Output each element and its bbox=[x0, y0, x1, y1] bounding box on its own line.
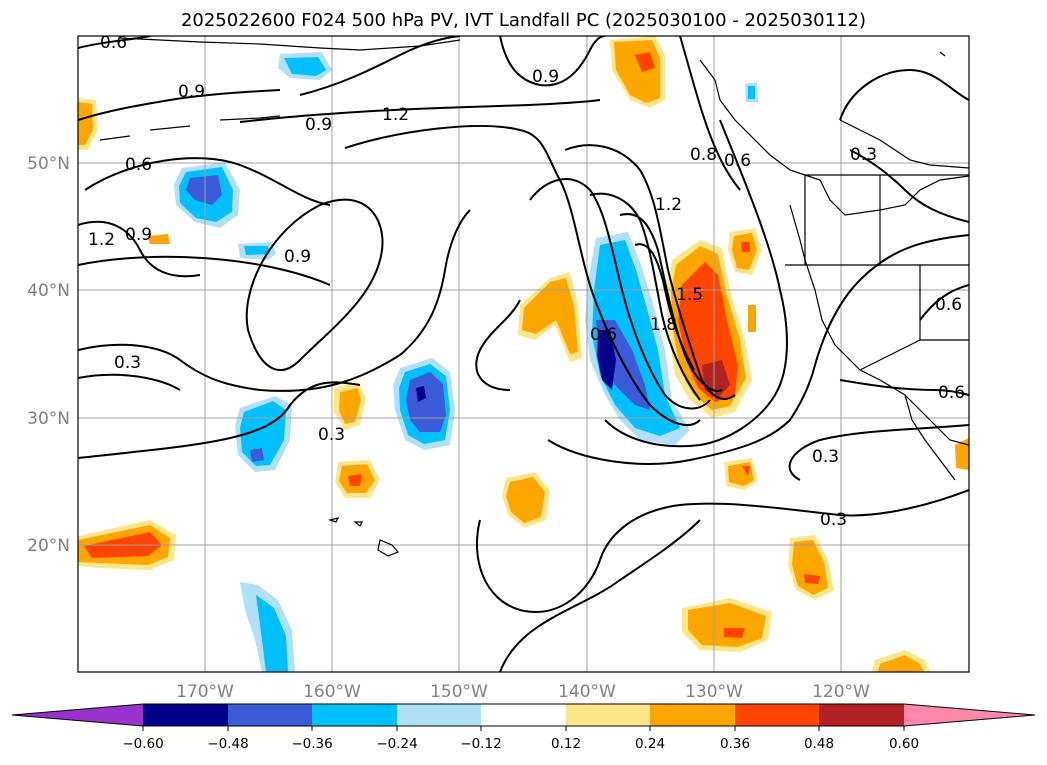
lon-label-160w: 160°W bbox=[303, 682, 361, 702]
lat-label-50n: 50°N bbox=[27, 154, 70, 174]
lat-label-40n: 40°N bbox=[27, 281, 70, 301]
negative-anomaly-patch bbox=[406, 372, 446, 432]
positive-anomaly-patch bbox=[339, 388, 361, 424]
colorbar-tick-label: 0.12 bbox=[551, 736, 581, 752]
positive-anomaly-patch bbox=[792, 540, 828, 595]
contour-labels: 0.6 0.9 0.9 1.2 0.9 0.6 0.9 1.2 0.9 0.3 … bbox=[88, 33, 965, 530]
contour-label: 0.6 bbox=[590, 325, 617, 345]
positive-anomaly-patch bbox=[804, 574, 820, 584]
lat-label-20n: 20°N bbox=[27, 536, 70, 556]
lon-label-140w: 140°W bbox=[558, 682, 616, 702]
positive-anomaly-patch bbox=[742, 466, 750, 476]
ivt-contours bbox=[78, 36, 969, 672]
colorbar-extend-left bbox=[12, 704, 143, 726]
positive-anomaly-patch bbox=[148, 234, 170, 244]
contour-label: 1.8 bbox=[650, 315, 677, 335]
contour-label: 1.2 bbox=[382, 105, 409, 125]
negative-anomaly-patch bbox=[256, 595, 288, 672]
map-gridlines bbox=[78, 36, 969, 672]
negative-anomaly-patch bbox=[597, 330, 616, 390]
positive-anomaly-patch bbox=[78, 102, 93, 145]
map-area: 0.6 0.9 0.9 1.2 0.9 0.6 0.9 1.2 0.9 0.3 … bbox=[78, 33, 969, 672]
colorbar-tick-label: −0.48 bbox=[207, 736, 248, 752]
contour-label: 0.6 bbox=[935, 295, 962, 315]
positive-anomaly-patch bbox=[348, 474, 362, 486]
negative-anomaly-patch bbox=[250, 448, 264, 462]
colorbar-tick-label: 0.36 bbox=[720, 736, 750, 752]
negative-anomaly-patch bbox=[284, 57, 326, 76]
lat-label-30n: 30°N bbox=[27, 409, 70, 429]
colorbar-tick-label: −0.24 bbox=[376, 736, 417, 752]
colorbar: −0.60 −0.48 −0.36 −0.24 −0.12 0.12 0.24 … bbox=[11, 703, 1036, 752]
positive-anomaly-patch bbox=[741, 242, 750, 252]
colorbar-tick-label: 0.48 bbox=[804, 736, 834, 752]
contour-label: 1.2 bbox=[655, 195, 682, 215]
colorbar-cell bbox=[312, 704, 397, 726]
contour-label: 0.9 bbox=[305, 115, 332, 135]
lon-label-150w: 150°W bbox=[430, 682, 488, 702]
lon-label-120w: 120°W bbox=[812, 682, 870, 702]
longitude-labels: 170°W 160°W 150°W 140°W 130°W 120°W bbox=[176, 682, 870, 702]
positive-anomaly-patch bbox=[506, 477, 545, 523]
contour-label: 0.6 bbox=[724, 151, 751, 171]
colorbar-cell bbox=[143, 704, 228, 726]
map-frame bbox=[77, 35, 970, 673]
contour-label: 0.3 bbox=[318, 425, 345, 445]
colorbar-extend-right bbox=[904, 704, 1035, 726]
positive-anomaly-patch bbox=[878, 655, 924, 672]
colorbar-cell bbox=[228, 704, 312, 726]
colorbar-cell bbox=[650, 704, 735, 726]
negative-anomaly-patch bbox=[244, 246, 270, 255]
positive-anomaly-patch bbox=[748, 305, 756, 332]
colorbar-tick-label: −0.60 bbox=[122, 736, 163, 752]
contour-label: 0.3 bbox=[812, 447, 839, 467]
contour-label: 0.6 bbox=[100, 33, 127, 53]
lon-label-170w: 170°W bbox=[176, 682, 234, 702]
negative-anomaly-patch bbox=[416, 386, 426, 402]
contour-label: 0.8 bbox=[690, 145, 717, 165]
contour-label: 0.9 bbox=[178, 82, 205, 102]
colorbar-tick-label: −0.36 bbox=[291, 736, 332, 752]
positive-anomaly-patch bbox=[955, 438, 969, 470]
contour-label: 0.3 bbox=[820, 510, 847, 530]
colorbar-tick-label: −0.12 bbox=[460, 736, 501, 752]
contour-label: 0.9 bbox=[284, 247, 311, 267]
colorbar-cell bbox=[397, 704, 481, 726]
latitude-labels: 50°N 40°N 30°N 20°N bbox=[27, 154, 70, 556]
colorbar-tick-label: 0.60 bbox=[889, 736, 919, 752]
contour-label: 1.5 bbox=[676, 285, 703, 305]
positive-anomaly-patch bbox=[688, 603, 766, 647]
map-title: 2025022600 F024 500 hPa PV, IVT Landfall… bbox=[180, 10, 867, 31]
colorbar-cell bbox=[735, 704, 819, 726]
coastlines bbox=[99, 37, 969, 557]
positive-anomaly-patch bbox=[635, 52, 655, 72]
negative-anomaly-patch bbox=[748, 86, 755, 99]
contour-label: 0.6 bbox=[125, 155, 152, 175]
contour-label: 0.9 bbox=[125, 225, 152, 245]
positive-anomaly-patch bbox=[724, 628, 745, 638]
colorbar-ticks bbox=[142, 726, 905, 731]
contour-label: 1.2 bbox=[88, 230, 115, 250]
lon-label-130w: 130°W bbox=[685, 682, 743, 702]
colorbar-tick-label: 0.24 bbox=[635, 736, 665, 752]
contour-label: 0.6 bbox=[938, 383, 965, 403]
colorbar-cell bbox=[566, 704, 650, 726]
negative-anomaly-patch bbox=[186, 175, 222, 205]
positive-anomaly-patch bbox=[522, 278, 578, 354]
colorbar-cell bbox=[481, 704, 566, 726]
contour-label: 0.3 bbox=[114, 353, 141, 373]
contour-label: 0.3 bbox=[850, 145, 877, 165]
colorbar-cell bbox=[819, 704, 904, 726]
contour-label: 0.9 bbox=[532, 67, 559, 87]
positive-anomaly-patch bbox=[614, 40, 660, 103]
